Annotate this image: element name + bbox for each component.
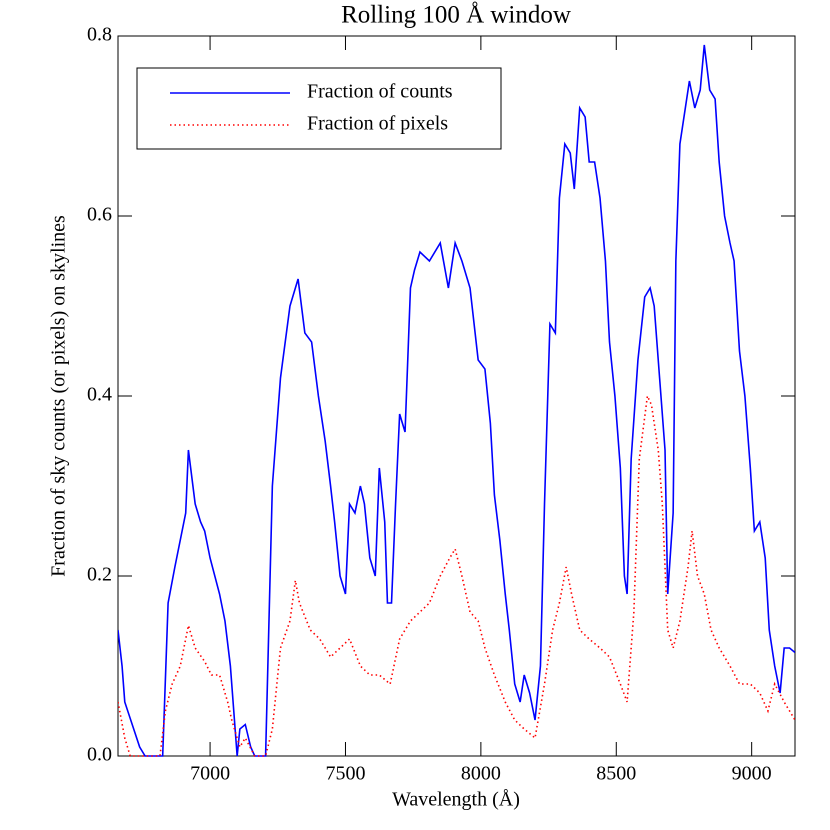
- x-tick-label: 8500: [596, 763, 636, 785]
- x-tick-label: 7500: [325, 763, 365, 785]
- x-tick-label: 7000: [190, 763, 230, 785]
- y-tick-label: 0.4: [87, 384, 112, 406]
- y-tick-label: 0.6: [87, 204, 112, 226]
- legend-box: [136, 67, 502, 150]
- y-tick-label: 0.2: [87, 564, 112, 586]
- series-line: [118, 44, 795, 757]
- legend-label: Fraction of counts: [307, 81, 453, 103]
- x-tick-label: 8000: [461, 763, 501, 785]
- x-axis-label: Wavelength (Å): [392, 789, 520, 811]
- series-line: [118, 393, 795, 757]
- y-tick-label: 0.0: [87, 744, 112, 766]
- y-tick-label: 0.8: [87, 24, 112, 46]
- legend-label: Fraction of pixels: [307, 113, 448, 135]
- x-tick-label: 9000: [732, 763, 772, 785]
- chart-title: Rolling 100 Å window: [341, 2, 571, 29]
- y-axis-label: Fraction of sky counts (or pixels) on sk…: [48, 215, 70, 577]
